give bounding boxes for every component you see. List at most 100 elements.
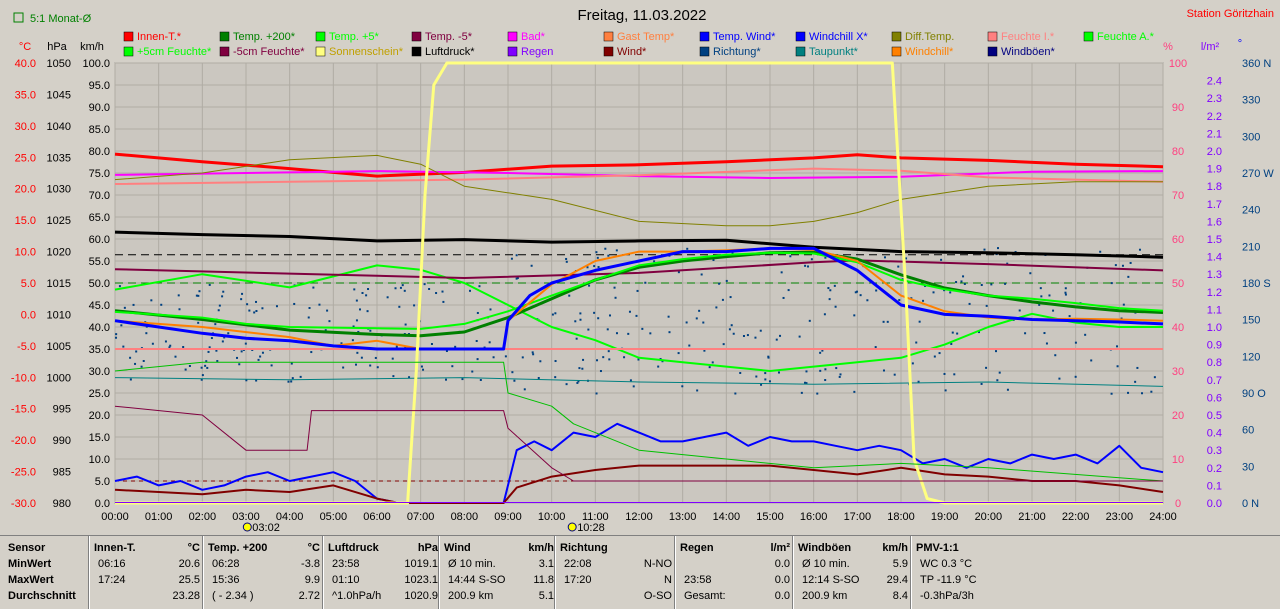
legend-label[interactable]: Bad*: [521, 31, 546, 43]
direction-point: [588, 284, 591, 287]
direction-point: [661, 360, 664, 363]
direction-point: [602, 356, 605, 359]
mode-checkbox[interactable]: [13, 12, 24, 23]
legend-swatch[interactable]: [507, 46, 518, 57]
legend-label[interactable]: +5cm Feuchte*: [137, 46, 212, 58]
legend-swatch[interactable]: [315, 46, 326, 57]
time-marker-icon: [567, 522, 577, 532]
legend-label[interactable]: -5cm Feuchte*: [233, 46, 305, 58]
direction-point: [216, 360, 219, 363]
tick-label-dir: 330: [1242, 95, 1260, 107]
legend-swatch[interactable]: [699, 31, 710, 42]
stats-row: 23:58 0.0: [680, 572, 790, 588]
legend-label[interactable]: Gast Temp*: [617, 31, 675, 43]
tick-label-kmh: 95.0: [89, 80, 110, 92]
direction-point: [365, 294, 368, 297]
series-line: [114, 167, 1164, 185]
legend-label[interactable]: Innen-T.*: [137, 31, 182, 43]
legend-label[interactable]: Regen: [521, 46, 553, 58]
direction-point: [1006, 262, 1009, 265]
legend-label[interactable]: Feuchte A.*: [1097, 31, 1155, 43]
legend-label[interactable]: Windböen*: [1001, 46, 1056, 58]
direction-point: [539, 360, 542, 363]
direction-point: [1058, 377, 1061, 380]
stats-block-title: Wind: [444, 542, 471, 554]
legend-swatch[interactable]: [603, 46, 614, 57]
legend-swatch[interactable]: [987, 46, 998, 57]
tick-label-kmh: 65.0: [89, 212, 110, 224]
stats-row: 200.9 km 8.4: [798, 588, 908, 604]
legend-swatch[interactable]: [219, 31, 230, 42]
stats-row: ^1.0hPa/h 1020.9: [328, 588, 438, 604]
direction-point: [882, 320, 885, 323]
legend-label[interactable]: Temp. -5*: [425, 31, 473, 43]
stats-label-min: MinWert: [8, 558, 52, 570]
direction-point: [866, 299, 869, 302]
legend-label[interactable]: Luftdruck*: [425, 46, 475, 58]
legend-label[interactable]: Temp. Wind*: [713, 31, 776, 43]
direction-point: [324, 329, 327, 332]
legend-swatch[interactable]: [507, 31, 518, 42]
legend-swatch[interactable]: [219, 46, 230, 57]
legend-swatch[interactable]: [411, 31, 422, 42]
direction-point: [1110, 392, 1113, 395]
legend-label[interactable]: Richtung*: [713, 46, 761, 58]
legend-label[interactable]: Feuchte I.*: [1001, 31, 1055, 43]
direction-point: [804, 264, 807, 267]
legend-swatch[interactable]: [603, 31, 614, 42]
legend-swatch[interactable]: [699, 46, 710, 57]
direction-point: [703, 349, 706, 352]
stats-separator: [88, 536, 90, 609]
direction-point: [696, 389, 699, 392]
tick-label-kmh: 80.0: [89, 146, 110, 158]
direction-point: [677, 352, 680, 355]
direction-point: [291, 377, 294, 380]
direction-point: [615, 332, 618, 335]
stats-cell-value: 1019.1: [404, 558, 438, 570]
stats-block-title: PMV-1:1: [916, 542, 959, 554]
legend-swatch[interactable]: [411, 46, 422, 57]
legend-swatch[interactable]: [123, 46, 134, 57]
mode-toggle[interactable]: 5:1 Monat-Ø: [13, 12, 92, 25]
direction-point: [1116, 365, 1119, 368]
legend-label[interactable]: Windchill X*: [809, 31, 868, 43]
stats-block-title: Temp. +200: [208, 542, 268, 554]
direction-point: [615, 249, 618, 252]
legend-label[interactable]: Wind*: [617, 46, 647, 58]
direction-point: [445, 350, 448, 353]
legend-swatch[interactable]: [1083, 31, 1094, 42]
legend-swatch[interactable]: [795, 46, 806, 57]
legend-label[interactable]: Temp. +5*: [329, 31, 380, 43]
tick-label-time: 15:00: [756, 511, 784, 523]
tick-label-hpa: 1020: [47, 247, 71, 259]
direction-point: [730, 324, 733, 327]
legend-label[interactable]: Sonnenschein*: [329, 46, 404, 58]
legend-label[interactable]: Taupunkt*: [809, 46, 859, 58]
stats-row: 01:10 1023.1: [328, 572, 438, 588]
direction-point: [299, 375, 302, 378]
tick-label-time: 08:00: [451, 511, 479, 523]
tick-label-kmh: 35.0: [89, 344, 110, 356]
direction-point: [728, 328, 731, 331]
legend-label[interactable]: Temp. +200*: [233, 31, 296, 43]
legend-label[interactable]: Windchill*: [905, 46, 954, 58]
legend-swatch[interactable]: [123, 31, 134, 42]
direction-point: [985, 366, 988, 369]
direction-point: [677, 271, 680, 274]
direction-point: [742, 335, 745, 338]
tick-label-time: 10:00: [538, 511, 566, 523]
direction-point: [940, 258, 943, 261]
stats-block-unit: °C: [307, 542, 320, 554]
tick-label-temp: 20.0: [15, 184, 36, 196]
legend-swatch[interactable]: [891, 31, 902, 42]
legend-swatch[interactable]: [891, 46, 902, 57]
direction-point: [579, 318, 582, 321]
direction-point: [777, 371, 780, 374]
legend-label[interactable]: Diff.Temp.: [905, 31, 954, 43]
direction-point: [1038, 303, 1041, 306]
direction-point: [787, 289, 790, 292]
legend-swatch[interactable]: [795, 31, 806, 42]
direction-point: [312, 286, 315, 289]
legend-swatch[interactable]: [987, 31, 998, 42]
legend-swatch[interactable]: [315, 31, 326, 42]
